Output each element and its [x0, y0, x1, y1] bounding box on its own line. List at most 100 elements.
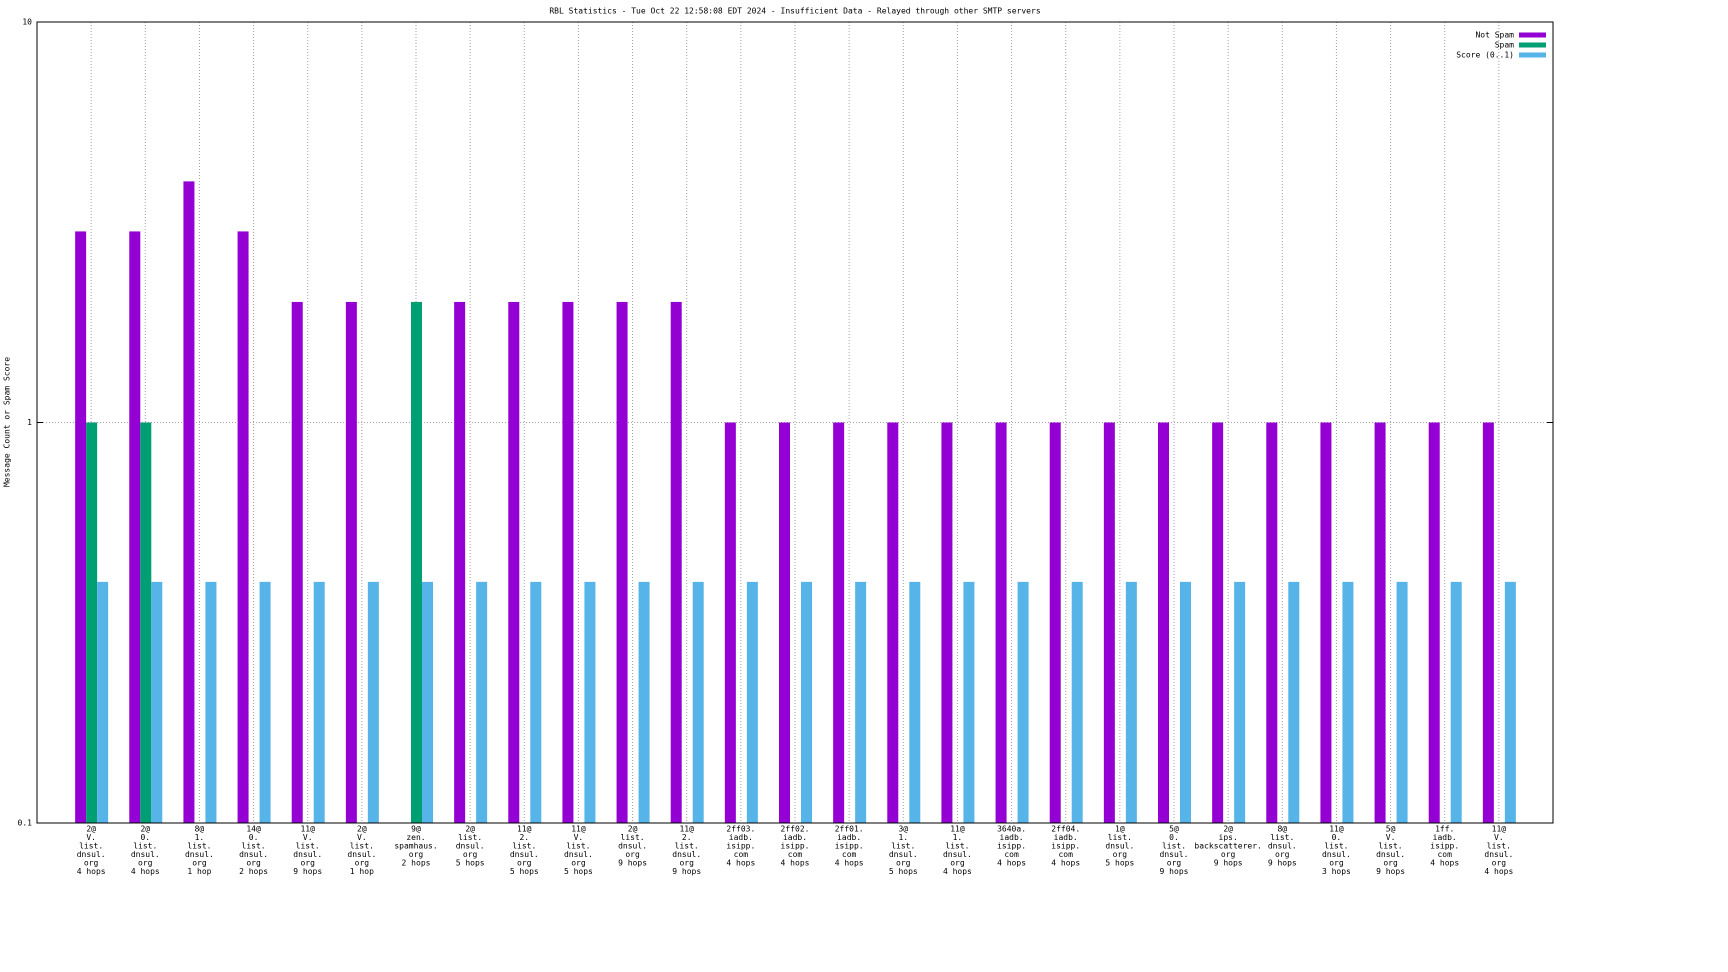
x-tick-label: 1 hop	[187, 867, 211, 876]
legend-label: Spam	[1495, 41, 1514, 50]
bar	[151, 581, 163, 823]
bar	[530, 581, 542, 823]
x-tick-label: list.	[1324, 842, 1348, 851]
x-tick-label: 0.	[1169, 833, 1179, 842]
bar	[476, 581, 488, 823]
bar	[801, 581, 812, 823]
x-tick-label: iadb.	[783, 833, 807, 842]
x-tick-label: 2ff01.	[835, 825, 864, 834]
bar	[616, 301, 628, 823]
x-tick-label: isipp.	[781, 842, 810, 851]
bar	[909, 581, 921, 823]
x-tick-label: 11@	[517, 825, 532, 834]
x-tick-label: 5 hops	[1105, 859, 1134, 868]
x-tick-label: 14@	[246, 825, 261, 834]
x-tick-label: list.	[1162, 842, 1186, 851]
bar	[129, 231, 141, 823]
x-tick-label: 4 hops	[1430, 859, 1459, 868]
x-tick-label: spamhaus.	[394, 842, 437, 851]
x-tick-label: 1.	[195, 833, 205, 842]
x-tick-label: 2.	[682, 833, 692, 842]
x-tick-label: iadb.	[837, 833, 861, 842]
x-tick-label: iadb.	[1000, 833, 1024, 842]
x-tick-label: 2@	[357, 825, 367, 834]
bar	[670, 301, 682, 823]
x-tick-label: dnsul.	[1105, 842, 1134, 851]
x-tick-label: 1@	[1115, 825, 1125, 834]
bar	[86, 422, 98, 823]
x-tick-label: list.	[1270, 833, 1294, 842]
bar	[1125, 581, 1137, 823]
x-tick-label: 8@	[1277, 825, 1287, 834]
x-tick-label: org	[246, 859, 261, 868]
bar	[183, 181, 195, 823]
x-tick-label: list.	[133, 842, 157, 851]
bar	[345, 301, 357, 823]
y-axis-label: Message Count or Spam Score	[3, 357, 12, 487]
bar	[313, 581, 325, 823]
x-tick-label: list.	[566, 842, 590, 851]
bar	[1374, 422, 1386, 823]
y-tick-label: 0.1	[18, 819, 33, 828]
x-tick-label: org	[192, 859, 207, 868]
x-tick-label: 9 hops	[1268, 859, 1297, 868]
legend-label: Score (0..1)	[1456, 51, 1514, 60]
x-tick-label: dnsul.	[293, 850, 322, 859]
x-tick-label: dnsul.	[943, 850, 972, 859]
x-tick-label: iadb.	[1054, 833, 1078, 842]
x-tick-label: org	[84, 859, 99, 868]
x-tick-label: org	[571, 859, 586, 868]
bar	[1450, 581, 1462, 823]
x-tick-label: V.	[574, 833, 584, 842]
x-tick-label: list.	[79, 842, 103, 851]
x-tick-label: com	[842, 850, 857, 859]
x-tick-label: 5@	[1169, 825, 1179, 834]
x-tick-label: org	[679, 859, 694, 868]
x-tick-label: org	[1221, 850, 1236, 859]
x-tick-label: 11@	[300, 825, 315, 834]
x-tick-label: 2@	[628, 825, 638, 834]
x-tick-label: dnsul.	[347, 850, 376, 859]
x-tick-label: dnsul.	[77, 850, 106, 859]
x-tick-label: org	[896, 859, 911, 868]
x-tick-label: 2@	[1223, 825, 1233, 834]
x-tick-label: dnsul.	[1322, 850, 1351, 859]
x-tick-label: 4 hops	[1484, 867, 1513, 876]
x-tick-label: V.	[1494, 833, 1504, 842]
legend-label: Not Spam	[1475, 31, 1514, 40]
x-tick-label: ips.	[1219, 833, 1238, 842]
bar	[140, 422, 152, 823]
bar	[638, 581, 650, 823]
x-tick-label: 4 hops	[726, 859, 755, 868]
x-tick-label: 11@	[571, 825, 586, 834]
x-tick-label: dnsul.	[889, 850, 918, 859]
bar	[205, 581, 217, 823]
x-tick-label: dnsul.	[618, 842, 647, 851]
plot-border	[36, 21, 1554, 824]
x-tick-label: 4 hops	[943, 867, 972, 876]
bar	[1320, 422, 1332, 823]
x-tick-label: 5 hops	[889, 867, 918, 876]
x-tick-label: org	[463, 850, 478, 859]
x-tick-label: V.	[1386, 833, 1396, 842]
x-tick-label: isipp.	[835, 842, 864, 851]
x-tick-label: list.	[621, 833, 645, 842]
x-tick-label: 4 hops	[997, 859, 1026, 868]
bar	[746, 581, 758, 823]
x-tick-label: 9 hops	[1160, 867, 1189, 876]
x-tick-label: isipp.	[1430, 842, 1459, 851]
x-tick-label: backscatterer.	[1194, 842, 1261, 851]
bar	[291, 301, 303, 823]
bar	[454, 301, 466, 823]
x-tick-label: dnsul.	[1268, 842, 1297, 851]
x-tick-label: dnsul.	[1376, 850, 1405, 859]
bar	[1234, 581, 1246, 823]
bar	[692, 581, 704, 823]
x-tick-label: list.	[458, 833, 482, 842]
x-tick-label: 2 hops	[239, 867, 268, 876]
x-tick-label: list.	[891, 842, 915, 851]
bar	[1482, 422, 1494, 823]
x-tick-label: 3 hops	[1322, 867, 1351, 876]
x-tick-label: 9 hops	[293, 867, 322, 876]
